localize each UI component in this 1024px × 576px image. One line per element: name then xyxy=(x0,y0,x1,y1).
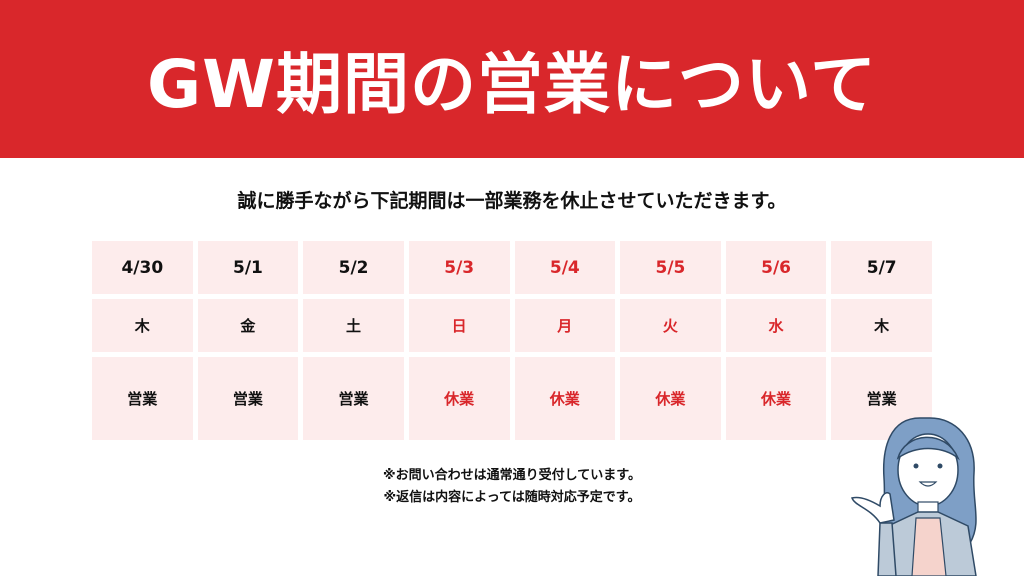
status-cell: 営業 xyxy=(197,357,299,440)
notes: ※お問い合わせは通常通り受付しています。 ※返信は内容によっては随時対応予定です… xyxy=(0,465,1024,509)
status-cell: 営業 xyxy=(92,357,193,440)
page-title: GW期間の営業について xyxy=(147,46,877,123)
date-cell: 5/5 xyxy=(620,241,721,294)
weekday-cell: 木 xyxy=(831,299,932,352)
status-cell: 休業 xyxy=(514,357,616,440)
weekday-cell: 土 xyxy=(303,299,404,352)
weekday-cell: 火 xyxy=(620,299,721,352)
woman-presenting-icon xyxy=(851,417,977,576)
status-cell: 営業 xyxy=(303,357,404,440)
note-2: ※返信は内容によっては随時対応予定です。 xyxy=(383,490,641,505)
schedule-table: 4/30 5/1 5/2 5/3 5/4 5/5 5/6 5/7 木金土日月火水木営業 営業 営業休… xyxy=(92,241,932,440)
status-cell: 営業 xyxy=(831,357,932,440)
title-banner: GW期間の営業について xyxy=(0,0,1024,158)
weekday-cell: 金 xyxy=(197,299,299,352)
weekday-cell: 月 xyxy=(514,299,616,352)
subtitle: 誠に勝手ながら下記期間は一部業務を休止させていただきます。 xyxy=(237,190,787,212)
weekday-cell: 木 xyxy=(92,299,193,352)
status-cell: 休業 xyxy=(620,357,721,440)
date-cell: 4/30 xyxy=(92,241,193,294)
date-cell: 5/1 xyxy=(197,241,299,294)
date-cell: 5/6 xyxy=(725,241,827,294)
note-1: ※お問い合わせは通常通り受付しています。 xyxy=(383,468,641,483)
status-cell: 休業 xyxy=(725,357,827,440)
weekday-cell: 水 xyxy=(725,299,827,352)
weekday-cell: 日 xyxy=(408,299,510,352)
date-cell: 5/2 xyxy=(303,241,404,294)
date-cell: 5/7 xyxy=(831,241,932,294)
status-cell: 休業 xyxy=(408,357,510,440)
date-cell: 5/3 xyxy=(408,241,510,294)
date-cell: 5/4 xyxy=(514,241,616,294)
